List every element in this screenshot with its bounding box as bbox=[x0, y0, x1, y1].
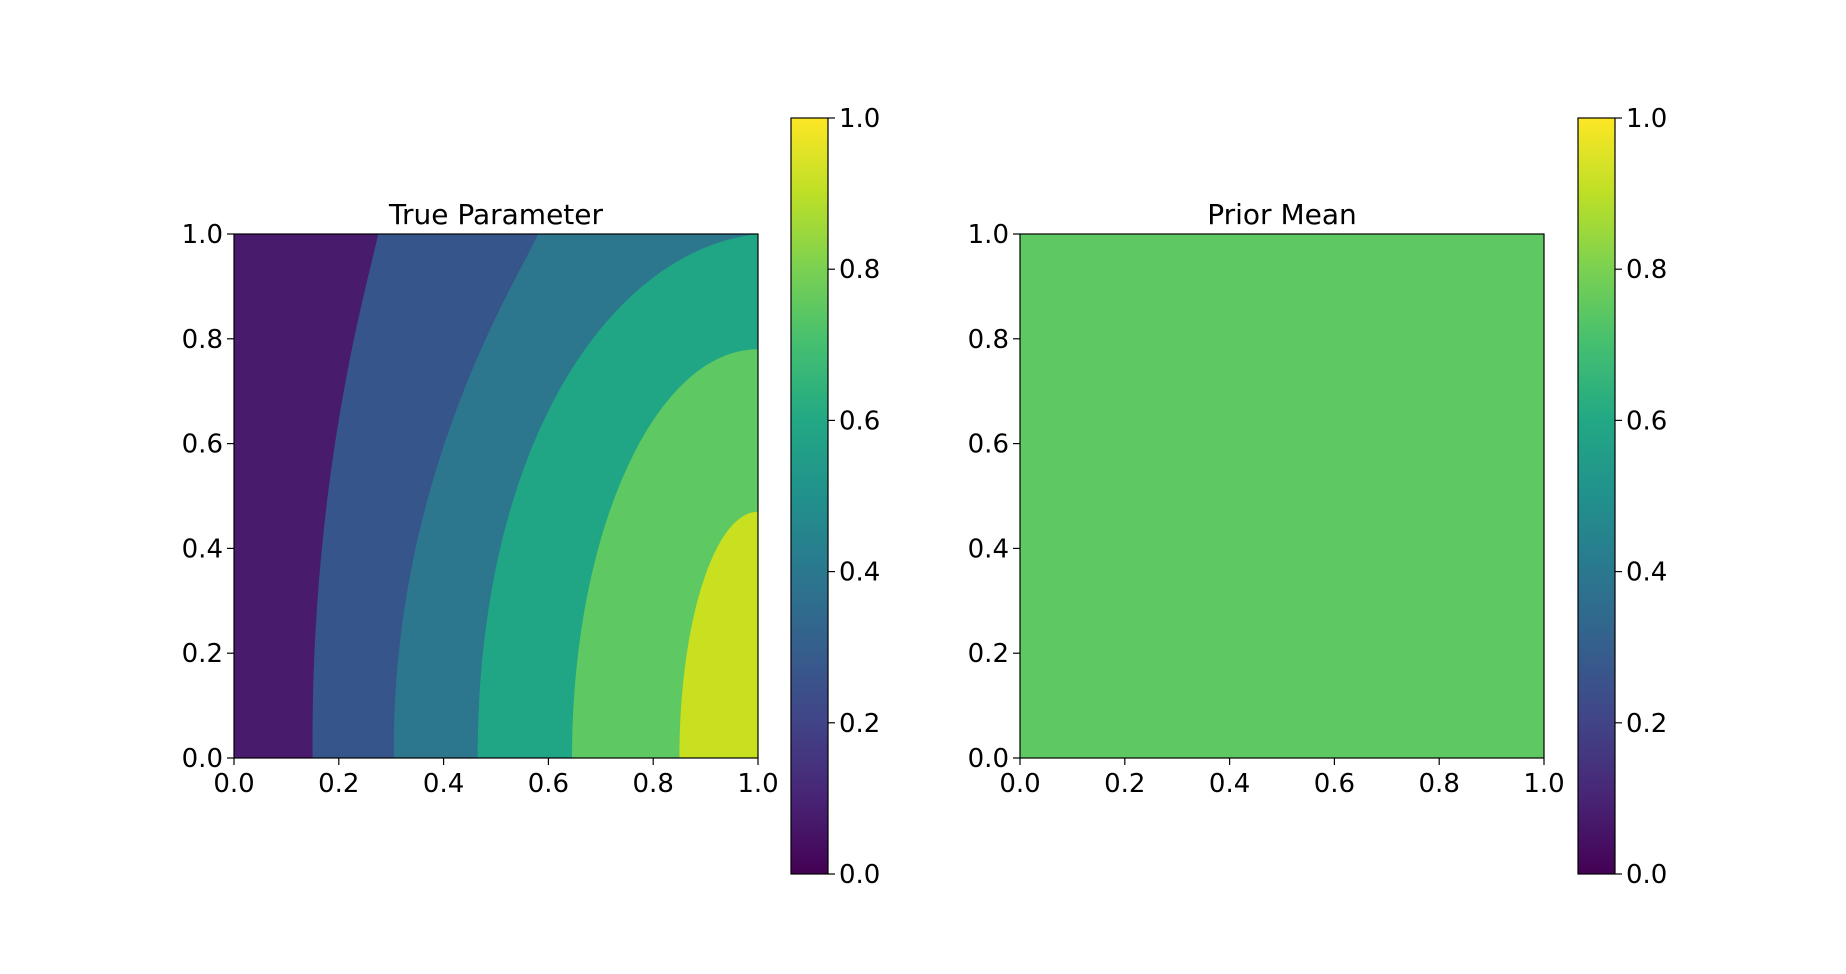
x-tick-label: 0.0 bbox=[999, 769, 1040, 799]
colorbar-true-parameter: 0.0 0.2 0.4 0.6 0.8 1.0 bbox=[790, 104, 880, 890]
colorbar-tick-label: 0.8 bbox=[1626, 255, 1667, 285]
x-tick-label: 0.2 bbox=[318, 769, 359, 799]
x-tick-label: 0.6 bbox=[1314, 769, 1355, 799]
colorbar-tick-label: 0.0 bbox=[839, 860, 880, 890]
colorbar-tick-label: 0.2 bbox=[1626, 709, 1667, 739]
y-axis-ticks: 0.0 0.2 0.4 0.6 0.8 1.0 bbox=[182, 220, 234, 774]
colorbar-tick-label: 0.6 bbox=[1626, 406, 1667, 436]
panel-prior-mean: Prior Mean 0.0 0.2 0.4 0.6 0.8 1.0 0.00.20.40… bbox=[968, 198, 1565, 799]
colorbar-ticks: 0.0 0.2 0.4 0.6 0.8 1.0 bbox=[828, 104, 880, 890]
colorbar-tick-label: 0.2 bbox=[839, 709, 880, 739]
colorbar-ticks: 0.0 0.2 0.4 0.6 0.8 1.0 bbox=[1615, 104, 1667, 890]
x-tick-label: 1.0 bbox=[737, 769, 778, 799]
y-tick-label: 0.2 bbox=[182, 639, 223, 669]
y-tick-label: 1.0 bbox=[182, 220, 223, 250]
colorbar-tick-label: 1.0 bbox=[839, 104, 880, 134]
panel-title-true-parameter: True Parameter bbox=[388, 198, 604, 231]
y-tick-label: 0.0 bbox=[182, 744, 223, 774]
x-tick-label: 0.8 bbox=[633, 769, 674, 799]
colorbar-tick-label: 1.0 bbox=[1626, 104, 1667, 134]
colorbar-tick-label: 0.0 bbox=[1626, 860, 1667, 890]
y-tick-label: 0.6 bbox=[968, 430, 1009, 460]
colorbar-tick-label: 0.4 bbox=[1626, 558, 1667, 588]
x-tick-label: 0.2 bbox=[1104, 769, 1145, 799]
x-axis-ticks: 0.0 0.2 0.4 0.6 0.8 1.0 bbox=[999, 758, 1565, 799]
colorbar-gradient bbox=[790, 117, 829, 875]
y-tick-label: 0.8 bbox=[182, 325, 223, 355]
x-tick-label: 1.0 bbox=[1523, 769, 1564, 799]
colorbar-tick-label: 0.4 bbox=[839, 558, 880, 588]
y-tick-label: 0.8 bbox=[968, 325, 1009, 355]
colorbar-gradient bbox=[1577, 117, 1616, 875]
y-tick-label: 0.2 bbox=[968, 639, 1009, 669]
x-tick-label: 0.4 bbox=[423, 769, 464, 799]
panel-true-parameter: True Parameter 0.0 0.2 0.4 0.6 0.8 1.0 0.0 0.2… bbox=[182, 198, 779, 799]
y-tick-label: 0.0 bbox=[968, 744, 1009, 774]
y-tick-label: 0.4 bbox=[968, 534, 1009, 564]
contour-fill-layer bbox=[234, 234, 758, 758]
y-axis-ticks: 0.0 0.2 0.4 0.6 0.8 1.0 bbox=[968, 220, 1020, 774]
colorbar-tick-label: 0.6 bbox=[839, 406, 880, 436]
y-tick-label: 1.0 bbox=[968, 220, 1009, 250]
x-axis-ticks: 0.0 0.2 0.4 0.6 0.8 1.0 bbox=[213, 758, 779, 799]
x-tick-label: 0.6 bbox=[528, 769, 569, 799]
axes-frame bbox=[1019, 233, 1545, 759]
constant-fill bbox=[1020, 234, 1544, 758]
x-tick-label: 0.8 bbox=[1419, 769, 1460, 799]
colorbar-tick-label: 0.8 bbox=[839, 255, 880, 285]
y-tick-label: 0.6 bbox=[182, 430, 223, 460]
axes-frame bbox=[233, 233, 759, 759]
x-tick-label: 0.4 bbox=[1209, 769, 1250, 799]
x-tick-label: 0.0 bbox=[213, 769, 254, 799]
y-tick-label: 0.4 bbox=[182, 534, 223, 564]
contour-level-6 bbox=[679, 511, 758, 758]
colorbar-prior-mean: 0.0 0.2 0.4 0.6 0.8 1.0 bbox=[1577, 104, 1667, 890]
panel-title-prior-mean: Prior Mean bbox=[1207, 198, 1357, 231]
